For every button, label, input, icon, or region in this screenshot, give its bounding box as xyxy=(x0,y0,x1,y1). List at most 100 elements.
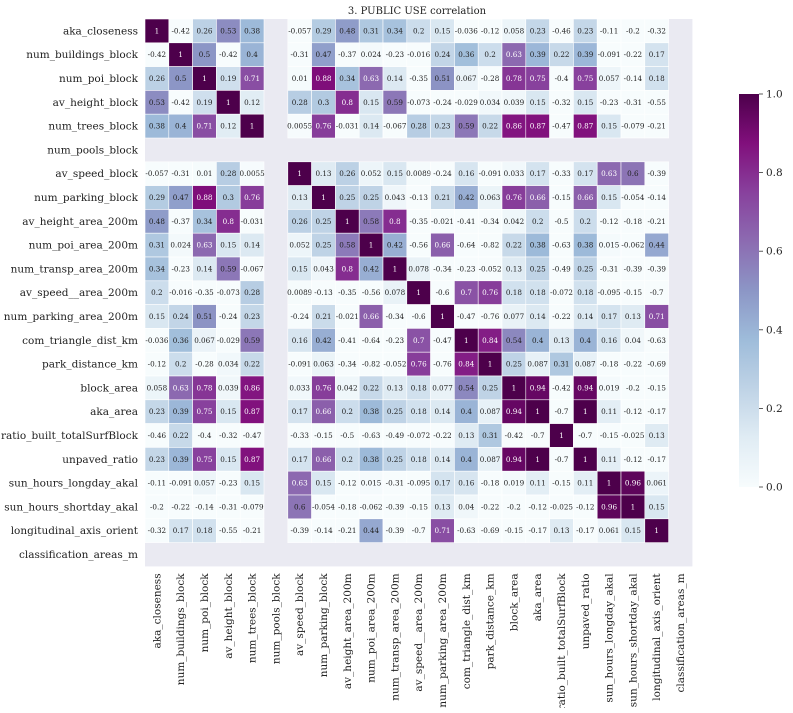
cell-value-label: 0.48 xyxy=(149,217,165,226)
row-tick-label: av_height_area_200m xyxy=(22,216,138,228)
cell-value-label: 0.034 xyxy=(480,98,501,107)
cell-value-label: 0.4 xyxy=(580,336,592,345)
cell-value-label: -0.35 xyxy=(338,288,357,297)
cell-value-label: 0.22 xyxy=(506,241,522,250)
cell-value-label: 0.16 xyxy=(292,336,308,345)
cell-value-label: 0.13 xyxy=(649,431,665,440)
cell-value-label: -0.22 xyxy=(552,312,570,321)
cell-value-label: -0.062 xyxy=(621,241,644,250)
cell-value-label: 0.087 xyxy=(527,360,548,369)
cell-value-label: -0.42 xyxy=(219,50,237,59)
cell-value-label: 0.22 xyxy=(482,122,498,131)
cell-value-label: 0.4 xyxy=(461,455,473,464)
cell-value-label: -0.2 xyxy=(150,502,164,511)
cell-value-label: -0.12 xyxy=(624,407,642,416)
cell-value-label: -0.073 xyxy=(407,98,430,107)
cell-value-label: 0.25 xyxy=(506,360,522,369)
cell-value-label: 0.63 xyxy=(506,50,522,59)
cell-value-label: -0.21 xyxy=(647,217,665,226)
cell-value-label: 0.22 xyxy=(173,431,189,440)
cell-value-label: 0.34 xyxy=(339,74,355,83)
cell-value-label: -0.2 xyxy=(626,26,640,35)
cell-value-label: -0.35 xyxy=(195,288,214,297)
cell-value-label: -0.28 xyxy=(195,360,214,369)
cell-value-label: -0.34 xyxy=(338,360,357,369)
cell-value-label: 0.86 xyxy=(244,383,260,392)
cell-value-label: 0.16 xyxy=(458,169,474,178)
cell-value-label: -0.091 xyxy=(598,50,621,59)
cell-value-label: 0.14 xyxy=(387,74,403,83)
cell-value-label: 0.033 xyxy=(289,383,310,392)
cell-value-label: -0.091 xyxy=(479,169,502,178)
cell-value-label: 0.24 xyxy=(434,50,450,59)
cell-value-label: 0.71 xyxy=(196,122,212,131)
cell-value-label: 0.15 xyxy=(625,526,641,535)
cell-value-label: 0.13 xyxy=(506,264,522,273)
cell-value-label: -0.12 xyxy=(600,217,618,226)
cell-value-label: -0.15 xyxy=(409,502,428,511)
cell-value-label: 0.96 xyxy=(625,479,641,488)
cell-value-label: -0.49 xyxy=(552,264,571,273)
column-tick-label: av_height_area_200m xyxy=(342,573,354,689)
cell-value-label: -0.15 xyxy=(314,431,333,440)
cell-value-label: -0.14 xyxy=(647,193,666,202)
cell-value-label: 0.25 xyxy=(482,383,498,392)
cell-value-label: -0.067 xyxy=(383,122,406,131)
heatmap-cell xyxy=(644,113,669,139)
cell-value-label: 0.34 xyxy=(196,217,212,226)
cell-value-label: 0.48 xyxy=(339,26,355,35)
cell-value-label: 0.04 xyxy=(625,336,641,345)
cell-value-label: -0.76 xyxy=(481,312,500,321)
cell-value-label: 0.38 xyxy=(530,241,546,250)
row-tick-label: num_poi_block xyxy=(59,73,139,85)
cell-value-label: 0.59 xyxy=(220,264,236,273)
cell-value-label: -0.13 xyxy=(409,193,428,202)
cell-value-label: -0.31 xyxy=(624,98,642,107)
cell-value-label: -0.42 xyxy=(552,383,570,392)
cell-value-label: 0.23 xyxy=(530,26,546,35)
cell-value-label: -0.052 xyxy=(383,360,406,369)
cell-value-label: -0.11 xyxy=(148,479,166,488)
cell-value-label: 0.17 xyxy=(292,407,308,416)
cell-value-label: 0.94 xyxy=(530,383,546,392)
column-tick-label: sun_hours_shortday_akal xyxy=(627,573,639,707)
cell-value-label: 0.76 xyxy=(244,193,260,202)
cell-value-label: -0.31 xyxy=(290,50,308,59)
cell-value-label: 0.2 xyxy=(580,217,591,226)
column-tick-label: num_poi_block xyxy=(199,573,211,653)
cell-value-label: -0.14 xyxy=(195,502,214,511)
cell-value-label: 0.8 xyxy=(342,98,354,107)
cell-value-label: -0.37 xyxy=(171,217,190,226)
cell-value-label: 0.0089 xyxy=(406,169,432,178)
cell-value-label: -0.47 xyxy=(457,312,476,321)
cell-value-label: 0.17 xyxy=(577,169,593,178)
cell-value-label: 0.015 xyxy=(599,241,620,250)
cell-value-label: 0.58 xyxy=(363,217,379,226)
column-tick-label: num_transp_area_200m xyxy=(389,573,401,700)
cell-value-label: 0.23 xyxy=(149,455,165,464)
cell-value-label: 0.39 xyxy=(173,455,189,464)
cell-value-label: 0.14 xyxy=(530,312,546,321)
cell-value-label: -0.39 xyxy=(290,526,309,535)
cell-value-label: 0.15 xyxy=(315,479,331,488)
cell-value-label: 0.94 xyxy=(506,455,522,464)
cell-value-label: 1 xyxy=(631,502,636,511)
cell-value-label: 0.58 xyxy=(339,241,355,250)
cell-value-label: 0.25 xyxy=(363,193,379,202)
cell-value-label: -0.35 xyxy=(409,74,428,83)
cell-value-label: 0.22 xyxy=(553,50,569,59)
cell-value-label: 0.4 xyxy=(175,122,187,131)
column-tick-label: num_parking_area_200m xyxy=(437,573,449,707)
cell-value-label: 1 xyxy=(369,241,374,250)
cell-value-label: -0.054 xyxy=(312,502,335,511)
cell-value-label: 0.039 xyxy=(218,383,239,392)
column-tick-label: num_poi_area_200m xyxy=(366,573,378,682)
cell-value-label: -0.31 xyxy=(600,264,618,273)
cell-value-label: 0.078 xyxy=(408,264,429,273)
column-tick-label: classification_areas_m xyxy=(675,573,687,692)
cell-value-label: -0.12 xyxy=(576,502,594,511)
cell-value-label: -0.067 xyxy=(241,264,264,273)
cell-value-label: -0.18 xyxy=(600,360,619,369)
cell-value-label: 0.6 xyxy=(627,169,639,178)
cell-value-label: 0.01 xyxy=(196,169,212,178)
